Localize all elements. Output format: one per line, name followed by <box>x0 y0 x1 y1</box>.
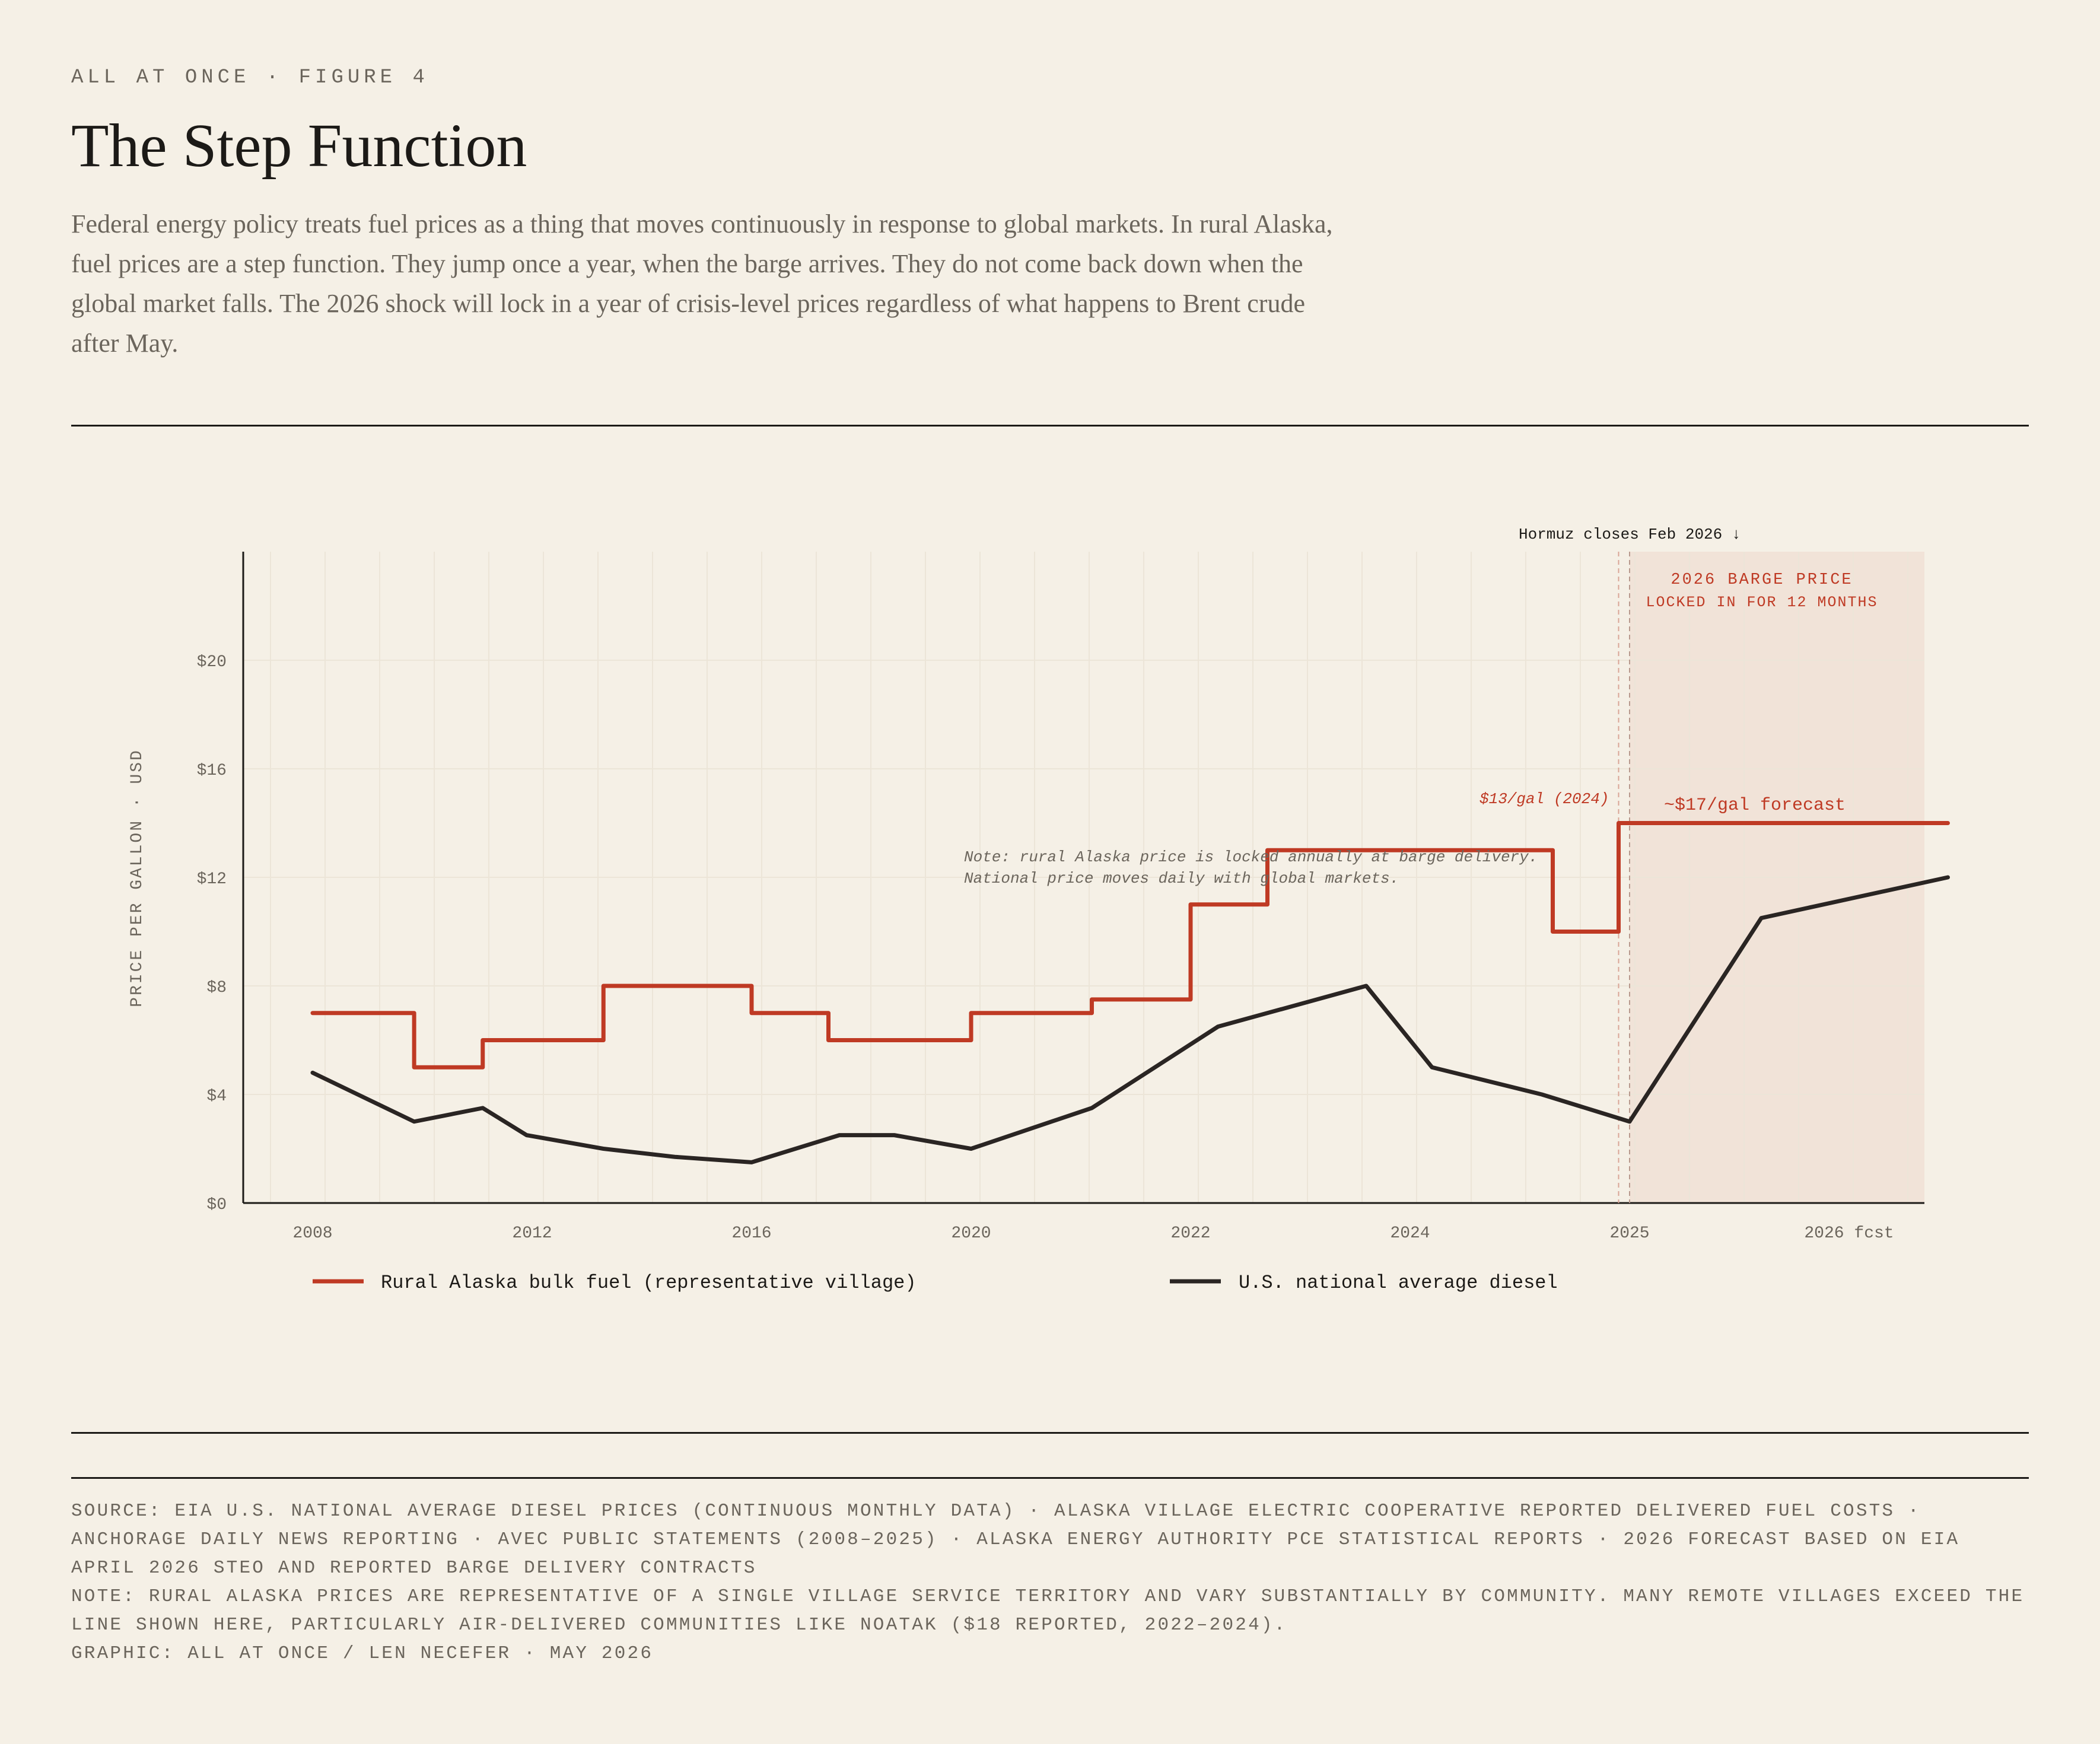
bottom-divider-2 <box>71 1477 2029 1479</box>
figure-kicker: ALL AT ONCE · FIGURE 4 <box>71 66 429 89</box>
price-chart: $0 $4 $8 $12 $16 $20 2008 2012 2016 2020 2022 2024… <box>128 526 1950 1294</box>
y-tick-label: $20 <box>197 653 227 671</box>
x-tick-label: 2025 <box>1609 1224 1649 1243</box>
y-axis-ticks: $0 $4 $8 $12 $16 $20 <box>197 653 227 1214</box>
x-tick-label: 2026 fcst <box>1804 1224 1894 1243</box>
page-title: The Step Function <box>71 112 527 180</box>
rural-fuel-line <box>310 821 1950 1070</box>
hormuz-annotation: Hormuz closes Feb 2026 ↓ <box>1519 526 1741 543</box>
top-divider <box>71 425 2029 427</box>
legend: Rural Alaska bulk fuel (representative v… <box>313 1272 1558 1294</box>
note-line-2: National price moves daily with global m… <box>964 870 1399 887</box>
x-tick-label: 2020 <box>951 1224 991 1243</box>
note-line-1: Note: rural Alaska price is locked annua… <box>964 848 1538 866</box>
barge-locked-annotation: LOCKED IN FOR 12 MONTHS <box>1646 594 1878 611</box>
forecast-annotation: ~$17/gal forecast <box>1664 795 1846 816</box>
bottom-divider-1 <box>71 1432 2029 1434</box>
legend-label-rural: Rural Alaska bulk fuel (representative v… <box>381 1272 917 1294</box>
y-tick-label: $8 <box>206 979 227 997</box>
barge-price-annotation: 2026 BARGE PRICE <box>1671 571 1853 589</box>
source-text: SOURCE: EIA U.S. NATIONAL AVERAGE DIESEL… <box>71 1501 1960 1578</box>
note-text: NOTE: RURAL ALASKA PRICES ARE REPRESENTA… <box>71 1586 2025 1635</box>
chart-axes <box>242 552 1924 1204</box>
national-diesel-line <box>310 875 1950 1164</box>
y-tick-label: $16 <box>197 762 227 780</box>
x-tick-label: 2022 <box>1170 1224 1210 1243</box>
y-axis-label: PRICE PER GALLON · USD <box>128 749 147 1007</box>
grid-lines <box>243 552 1924 1203</box>
x-axis-ticks: 2008 2012 2016 2020 2022 2024 2025 2026 fcst <box>292 1224 1894 1243</box>
source-notes: SOURCE: EIA U.S. NATIONAL AVERAGE DIESEL… <box>71 1497 2029 1668</box>
chart-series <box>310 821 1950 1164</box>
price-2024-annotation: $13/gal (2024) <box>1479 790 1609 808</box>
lede-paragraph: Federal energy policy treats fuel prices… <box>71 209 1333 358</box>
credit-text: GRAPHIC: ALL AT ONCE / LEN NECEFER · MAY… <box>71 1643 654 1664</box>
x-tick-label: 2016 <box>731 1224 771 1243</box>
y-tick-label: $12 <box>197 870 227 889</box>
x-tick-label: 2008 <box>292 1224 332 1243</box>
x-tick-label: 2012 <box>512 1224 552 1243</box>
legend-label-national: U.S. national average diesel <box>1239 1272 1558 1294</box>
y-tick-label: $4 <box>206 1087 227 1106</box>
y-tick-label: $0 <box>206 1196 227 1214</box>
x-tick-label: 2024 <box>1390 1224 1430 1243</box>
